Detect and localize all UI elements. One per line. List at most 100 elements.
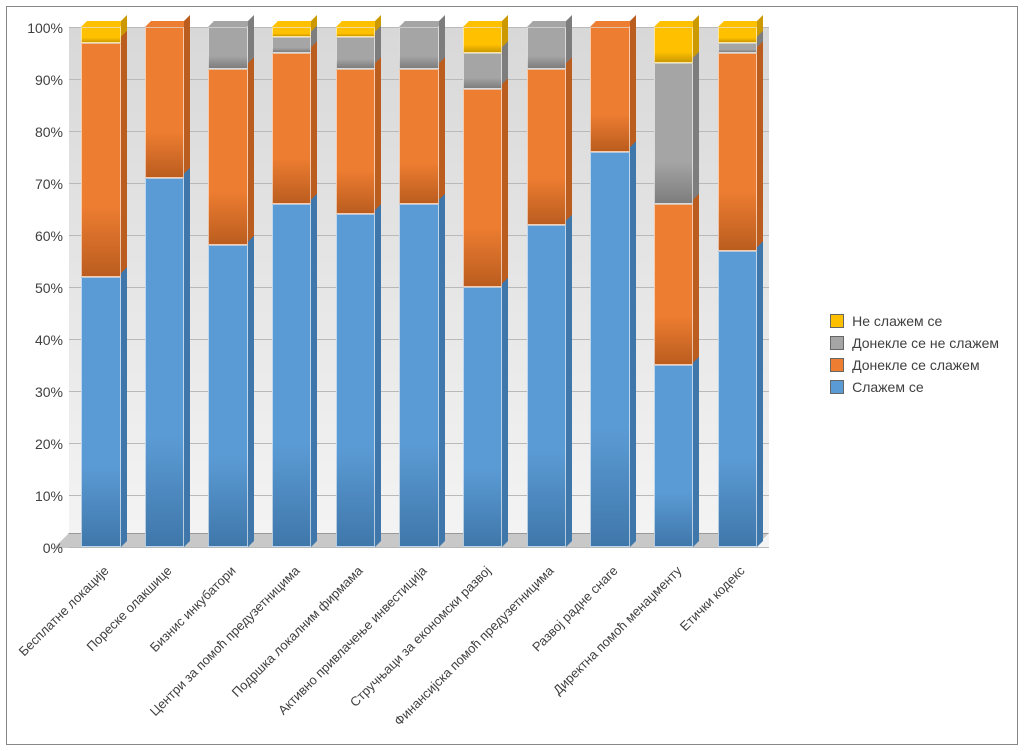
y-tick-label: 20% bbox=[13, 436, 69, 452]
bar-segment-somewhat_disagree bbox=[718, 43, 757, 53]
bar bbox=[718, 27, 757, 547]
bar-slot bbox=[196, 27, 260, 547]
bar-segment-somewhat_agree bbox=[463, 89, 502, 287]
bar-segment-agree bbox=[208, 245, 247, 547]
bar-segment-agree bbox=[590, 152, 629, 547]
y-tick-label: 0% bbox=[13, 540, 69, 556]
bar-segment-somewhat_agree bbox=[208, 69, 247, 246]
bar-segment-somewhat_agree bbox=[81, 43, 120, 277]
bar-segment-somewhat_disagree bbox=[463, 53, 502, 89]
bar-3d-side bbox=[502, 15, 508, 547]
y-tick-label: 40% bbox=[13, 332, 69, 348]
bar-3d-side bbox=[566, 15, 572, 547]
bar-segment-agree bbox=[527, 225, 566, 547]
bar-segment-disagree bbox=[336, 27, 375, 37]
bars-row bbox=[69, 27, 769, 547]
bar-segment-disagree bbox=[81, 27, 120, 43]
bar-3d-side bbox=[184, 15, 190, 547]
bar-slot bbox=[387, 27, 451, 547]
bar bbox=[145, 27, 184, 547]
bar-segment-agree bbox=[272, 204, 311, 547]
bar-3d-top bbox=[208, 21, 253, 27]
y-tick-label: 90% bbox=[13, 72, 69, 88]
bar bbox=[527, 27, 566, 547]
legend-item-agree: Слажем се bbox=[830, 379, 999, 395]
y-tick-label: 80% bbox=[13, 124, 69, 140]
bar-3d-side bbox=[693, 15, 699, 547]
bar-3d-top bbox=[399, 21, 444, 27]
legend-swatch bbox=[830, 314, 844, 328]
bar-3d-side bbox=[630, 15, 636, 547]
legend-swatch bbox=[830, 358, 844, 372]
bar-segment-somewhat_disagree bbox=[272, 37, 311, 53]
legend-swatch bbox=[830, 380, 844, 394]
legend: Не слажем се Донекле се не слажем Донекле … bbox=[830, 307, 999, 401]
bar-segment-agree bbox=[718, 251, 757, 547]
bar-segment-somewhat_disagree bbox=[208, 27, 247, 69]
y-tick-label: 70% bbox=[13, 176, 69, 192]
grid-line: 0% bbox=[69, 547, 769, 548]
bar-segment-somewhat_agree bbox=[272, 53, 311, 204]
bar-3d-side bbox=[248, 15, 254, 547]
x-axis-labels: Бесплатне локацијеПореске олакшицеБизнис… bbox=[69, 559, 769, 739]
bar-3d-side bbox=[375, 15, 381, 547]
y-tick-label: 50% bbox=[13, 280, 69, 296]
x-label-slot: Финансијска помоћ предузетницима bbox=[514, 559, 578, 739]
bar-3d-side bbox=[121, 15, 127, 547]
bar-segment-somewhat_agree bbox=[336, 69, 375, 215]
bar bbox=[336, 27, 375, 547]
bar-slot bbox=[705, 27, 769, 547]
legend-swatch bbox=[830, 336, 844, 350]
legend-label: Донекле се слажем bbox=[852, 357, 979, 373]
bar-segment-somewhat_agree bbox=[718, 53, 757, 251]
bar-segment-disagree bbox=[718, 27, 757, 43]
bar bbox=[399, 27, 438, 547]
bar-segment-disagree bbox=[654, 27, 693, 63]
y-tick-label: 10% bbox=[13, 488, 69, 504]
bar-slot bbox=[514, 27, 578, 547]
legend-item-somewhat_disagree: Донекле се не слажем bbox=[830, 335, 999, 351]
bar-segment-agree bbox=[399, 204, 438, 547]
bar-segment-agree bbox=[463, 287, 502, 547]
bar-segment-somewhat_agree bbox=[399, 69, 438, 204]
bar-segment-agree bbox=[145, 178, 184, 547]
bar-segment-somewhat_disagree bbox=[654, 63, 693, 203]
x-label-slot: Пореске олакшице bbox=[133, 559, 197, 739]
plot-area: 0%10%20%30%40%50%60%70%80%90%100% bbox=[69, 27, 769, 547]
bar-slot bbox=[133, 27, 197, 547]
bar bbox=[590, 27, 629, 547]
x-label-slot: Етички кодекс bbox=[705, 559, 769, 739]
bar-slot bbox=[451, 27, 515, 547]
bar-segment-somewhat_disagree bbox=[336, 37, 375, 68]
bar bbox=[463, 27, 502, 547]
bar-slot bbox=[642, 27, 706, 547]
bar-segment-somewhat_disagree bbox=[399, 27, 438, 69]
legend-label: Не слажем се bbox=[852, 313, 942, 329]
bar bbox=[272, 27, 311, 547]
legend-label: Донекле се не слажем bbox=[852, 335, 999, 351]
bar-segment-agree bbox=[81, 277, 120, 547]
bar-segment-agree bbox=[654, 365, 693, 547]
bar-segment-somewhat_agree bbox=[145, 27, 184, 178]
y-tick-label: 30% bbox=[13, 384, 69, 400]
bar-3d-side bbox=[439, 15, 445, 547]
bar-slot bbox=[578, 27, 642, 547]
bar-segment-disagree bbox=[272, 27, 311, 37]
x-label-slot: Бесплатне локације bbox=[69, 559, 133, 739]
y-tick-label: 60% bbox=[13, 228, 69, 244]
legend-item-somewhat_agree: Донекле се слажем bbox=[830, 357, 999, 373]
bar-segment-agree bbox=[336, 214, 375, 547]
legend-label: Слажем се bbox=[852, 379, 924, 395]
bar-3d-side bbox=[757, 15, 763, 547]
bar-3d-top bbox=[81, 21, 126, 27]
bar bbox=[208, 27, 247, 547]
bar bbox=[654, 27, 693, 547]
y-tick-label: 100% bbox=[13, 20, 69, 36]
bar-slot bbox=[324, 27, 388, 547]
bar-segment-somewhat_agree bbox=[527, 69, 566, 225]
bar-3d-side bbox=[311, 15, 317, 547]
bar-segment-somewhat_agree bbox=[654, 204, 693, 365]
bar-slot bbox=[260, 27, 324, 547]
bar-3d-top bbox=[590, 21, 635, 27]
bar-segment-somewhat_disagree bbox=[527, 27, 566, 69]
